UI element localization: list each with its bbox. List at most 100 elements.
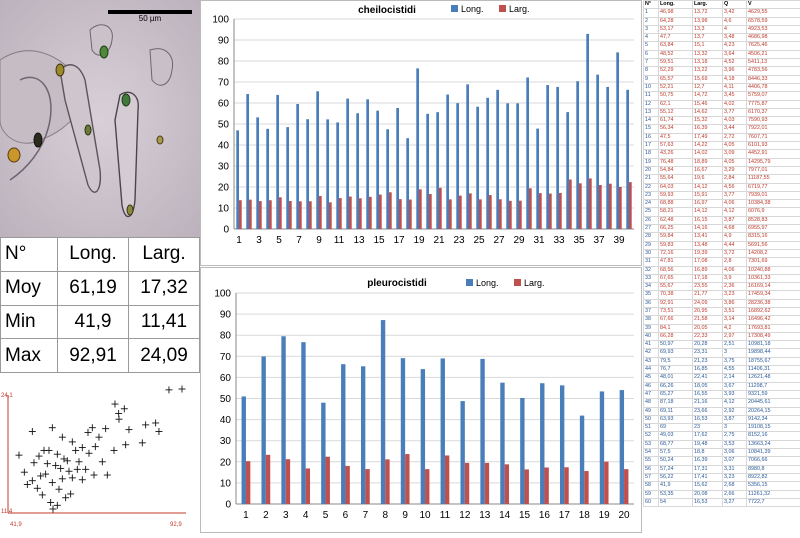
table-cell: 23 [644,191,659,199]
bar-larg [319,196,322,229]
bar-larg [299,201,302,229]
table-cell: 14,12 [693,183,723,191]
table-cell: 13,48 [693,241,723,249]
table-cell: 4,6 [723,17,747,25]
micrograph-drawing [0,0,200,237]
table-cell: 65,27 [659,390,693,398]
y-tick-label: 30 [218,162,230,173]
scatter-point [29,428,36,435]
table-cell: 13663,24 [747,440,800,448]
table-cell: 4,05 [723,158,747,166]
bar-larg [544,467,548,504]
stats-larg-value: 24,09 [129,339,200,373]
table-cell: 7590,93 [747,117,800,125]
y-tick-label: 0 [223,225,229,236]
bar-larg [309,201,312,229]
y-tick-label: 50 [220,394,232,405]
scatter-point [110,447,117,454]
table-cell: 6578,59 [747,17,800,25]
table-cell: 3,14 [723,316,747,324]
bar-larg [329,202,332,229]
scatter-point [42,471,49,478]
table-cell: 16,85 [693,366,723,374]
table-cell: 3,77 [723,191,747,199]
table-cell: 7 [644,59,659,67]
table-cell: 8446,33 [747,75,800,83]
table-cell: 56,34 [659,125,693,133]
table-cell: 48,52 [659,50,693,58]
table-cell: 68,88 [659,200,693,208]
table-header-row: N° Long. Larg. Q V [644,1,800,9]
scatter-point [92,443,99,450]
table-cell: 2,84 [723,175,747,183]
y-tick-label: 90 [220,310,232,321]
table-cell: 14,12 [693,208,723,216]
bar-long [516,103,519,229]
table-cell: 59 [644,490,659,498]
bar-larg [326,457,330,504]
table-cell: 52,29 [659,67,693,75]
table-cell: 3 [644,25,659,33]
table-cell: 4783,56 [747,67,800,75]
bar-long [366,99,369,229]
table-cell: 4,02 [723,100,747,108]
bar-larg [599,185,602,229]
table-cell: 67,66 [659,316,693,324]
bar-long [460,401,464,504]
table-cell: 57,5 [659,449,693,457]
scatter-point [49,424,56,431]
table-cell: 53 [644,440,659,448]
y-tick-label: 0 [225,500,231,511]
bar-long [356,113,359,229]
table-cell: 16,97 [693,200,723,208]
bar-long [520,398,524,504]
table-cell: 13 [644,108,659,116]
chart-title: cheilocistidi [358,5,416,16]
bar-long [456,103,459,229]
x-tick-label: 27 [493,235,505,246]
table-cell: 4406,78 [747,83,800,91]
x-tick-label: 3 [283,510,289,521]
y-tick-label: 100 [212,15,229,26]
table-cell: 14,22 [693,142,723,150]
table-cell: 8152,16 [747,432,800,440]
table-cell: 62,1 [659,100,693,108]
x-tick-label: 8 [382,510,388,521]
table-cell: 4686,98 [747,34,800,42]
table-cell: 13,7 [693,34,723,42]
scatter-point [49,506,56,513]
table-cell: 47,5 [659,133,693,141]
scatter-point [165,386,172,393]
bar-long [626,90,629,229]
stats-larg-value: 11,41 [129,305,200,339]
table-cell: 28 [644,233,659,241]
table-cell: 57 [644,473,659,481]
table-cell: 13,32 [693,50,723,58]
table-cell: 37 [644,307,659,315]
chart-pleurocistidi-svg: pleurocistidi Long. Larg. 01020304050607… [201,268,641,532]
bar-larg [459,196,462,229]
table-cell: 20 [644,166,659,174]
table-cell: 17,18 [693,274,723,282]
bar-larg [589,178,592,229]
table-cell: 4452,91 [747,150,800,158]
table-cell: 3,53 [723,440,747,448]
table-cell: 10384,38 [747,200,800,208]
scatter-point [75,458,82,465]
table-cell: 76,48 [659,158,693,166]
scatter-point [89,424,96,431]
scatter-point [95,434,102,441]
table-cell: 41,9 [659,482,693,490]
table-cell: 3,72 [723,249,747,257]
x-tick-label: 4 [303,510,309,521]
x-tick-label: 9 [402,510,408,521]
table-cell: 58 [644,482,659,490]
